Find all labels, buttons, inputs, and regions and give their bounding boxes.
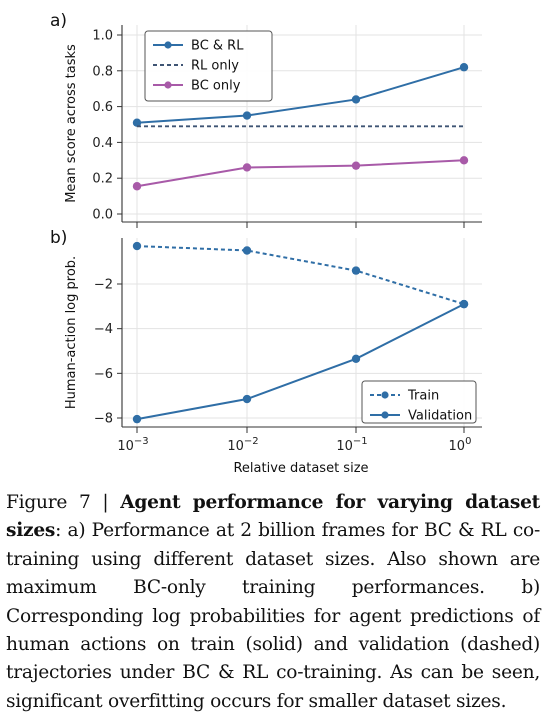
x-tick-label: 10−2	[227, 436, 258, 454]
data-point	[351, 354, 361, 364]
y-tick-label: 0.6	[92, 100, 113, 115]
data-point	[459, 299, 469, 309]
series-line	[136, 66, 465, 124]
series-line	[136, 159, 465, 188]
y-axis-label: Human-action log prob.	[64, 256, 79, 409]
y-tick-label: −6	[94, 367, 113, 382]
legend-label: BC only	[191, 79, 241, 94]
y-tick-label: 0.2	[92, 172, 113, 187]
panel-a: 0.0 0.2 0.4 0.6 0.8 1.0 a) Mean score across ta…	[50, 11, 482, 228]
legend-box	[361, 380, 477, 424]
data-point	[242, 111, 252, 120]
data-point	[351, 266, 361, 275]
legend-marker	[381, 411, 389, 419]
data-point	[132, 414, 142, 424]
legend-label: Validation	[408, 409, 472, 424]
y-tick-label: −8	[94, 412, 113, 427]
legend-label: Train	[407, 389, 439, 404]
legend-label: BC & RL	[191, 39, 244, 54]
figure-caption: Figure 7 | Agent performance for varying…	[6, 489, 540, 716]
panel-label: b)	[50, 228, 67, 248]
data-point	[242, 246, 252, 255]
y-axis-label: Mean score across tasks	[64, 44, 79, 203]
panel-b: −8 −6 −4 −2 10−3 10−2 10−1 100 b) Human-action lo…	[50, 228, 482, 476]
legend-label: RL only	[191, 59, 239, 74]
caption-figure-label: Figure 7 |	[6, 492, 121, 513]
panel-label: a)	[50, 11, 67, 31]
x-tick-label: 10−3	[117, 436, 148, 454]
data-point	[132, 182, 142, 191]
y-tick-label: 0.0	[92, 208, 113, 223]
x-axis-label: Relative dataset size	[233, 461, 368, 476]
legend-marker	[164, 41, 172, 49]
data-point	[242, 394, 252, 404]
legend-box	[144, 30, 273, 102]
caption-title: Agent performance for varying dataset si…	[6, 492, 541, 542]
x-tick-label: 100	[449, 436, 472, 454]
data-point	[132, 241, 142, 251]
data-point	[242, 163, 252, 172]
y-tick-label: 0.4	[92, 136, 113, 151]
data-point	[351, 161, 361, 170]
legend: Train Validation	[361, 380, 477, 424]
data-point	[351, 95, 361, 104]
y-tick-label: −4	[94, 322, 113, 337]
series-line	[136, 245, 465, 306]
chart-svg: 0.0 0.2 0.4 0.6 0.8 1.0 a) Mean score across ta…	[50, 11, 482, 476]
data-point	[132, 118, 142, 127]
figure: 0.0 0.2 0.4 0.6 0.8 1.0 a) Mean score across ta…	[50, 11, 482, 476]
y-tick-label: 0.8	[92, 64, 113, 79]
legend-marker	[164, 81, 172, 89]
data-point	[459, 63, 469, 72]
caption-body: : a) Performance at 2 billion frames for…	[6, 520, 540, 712]
y-tick-label: −2	[94, 278, 113, 293]
x-tick-label: 10−1	[336, 436, 367, 454]
legend: BC & RL RL only BC only	[144, 30, 273, 102]
y-tick-label: 1.0	[92, 29, 113, 44]
legend-marker	[381, 391, 389, 399]
series-line	[136, 303, 465, 421]
data-point	[459, 156, 469, 165]
